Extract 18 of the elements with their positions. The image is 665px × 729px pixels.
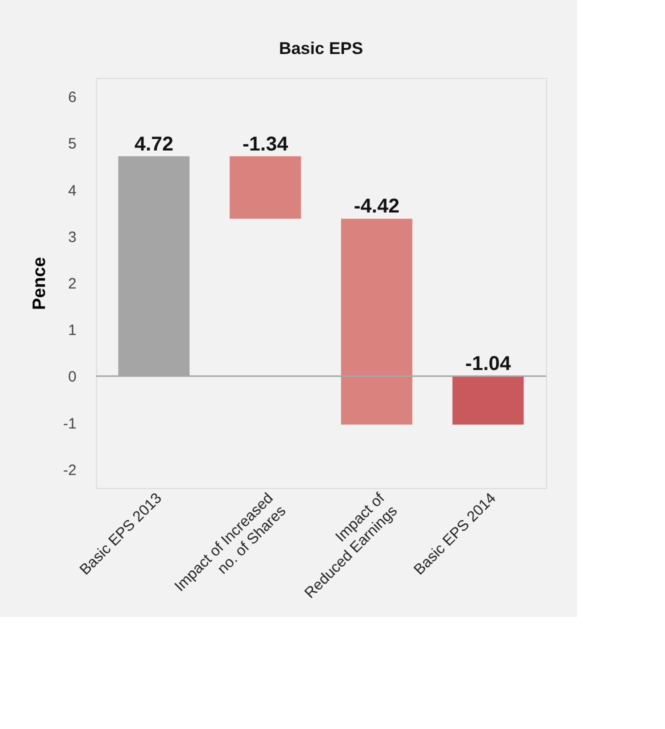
data-label: -1.34: [242, 133, 289, 156]
y-tick-label: 3: [68, 228, 76, 246]
y-tick-label: -1: [63, 415, 76, 432]
data-label: -4.42: [354, 196, 400, 218]
data-label: -1.04: [465, 353, 512, 376]
y-tick-label: 0: [68, 368, 76, 386]
chart-title: Basic EPS: [278, 39, 364, 58]
y-tick-label: -2: [63, 462, 76, 479]
bar: [452, 376, 524, 425]
y-tick-label: 2: [68, 276, 76, 292]
y-tick-label: 6: [68, 89, 76, 106]
bar: [230, 156, 301, 219]
y-axis-title: Pence: [29, 256, 50, 310]
y-tick-label: 4: [68, 182, 76, 200]
data-label: 4.72: [134, 133, 174, 156]
bar: [341, 218, 412, 425]
y-tick-label: 1: [68, 322, 76, 340]
y-tick-label: 5: [68, 136, 76, 153]
